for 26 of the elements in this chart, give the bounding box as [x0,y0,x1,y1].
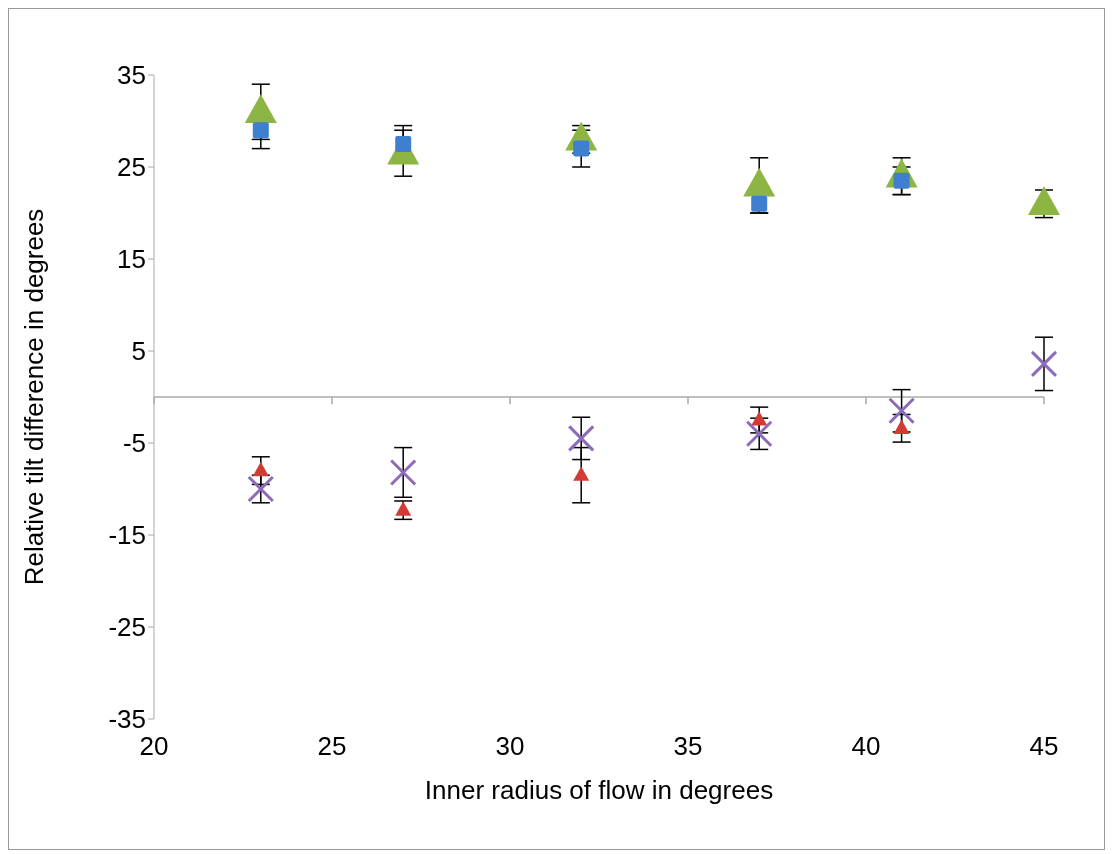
point [389,458,417,486]
point [395,501,412,516]
y-tick-label: 5 [131,336,146,367]
point [567,424,595,452]
x-tick-label: 30 [495,731,525,762]
x-tick-label: 40 [851,731,881,762]
x-tick-label: 45 [1029,731,1059,762]
point [252,461,269,477]
y-tick-label: 25 [117,152,146,183]
x-tick-label: 25 [317,731,347,762]
point [573,466,590,481]
point [1030,350,1058,378]
y-tick-label: -5 [122,428,146,459]
y-tick-label: -15 [108,520,146,551]
point [743,167,776,197]
y-tick-label: -25 [108,612,146,643]
y-axis-title: Relative tilt difference in degrees [19,208,50,586]
point [751,411,768,426]
point [244,94,277,123]
point [1028,186,1060,215]
x-axis-title: Inner radius of flow in degrees [424,775,774,805]
point [893,419,910,434]
y-tick-label: 35 [117,60,146,91]
x-tick-label: 35 [673,731,703,762]
point [888,397,916,425]
y-tick-label: 15 [117,244,146,275]
